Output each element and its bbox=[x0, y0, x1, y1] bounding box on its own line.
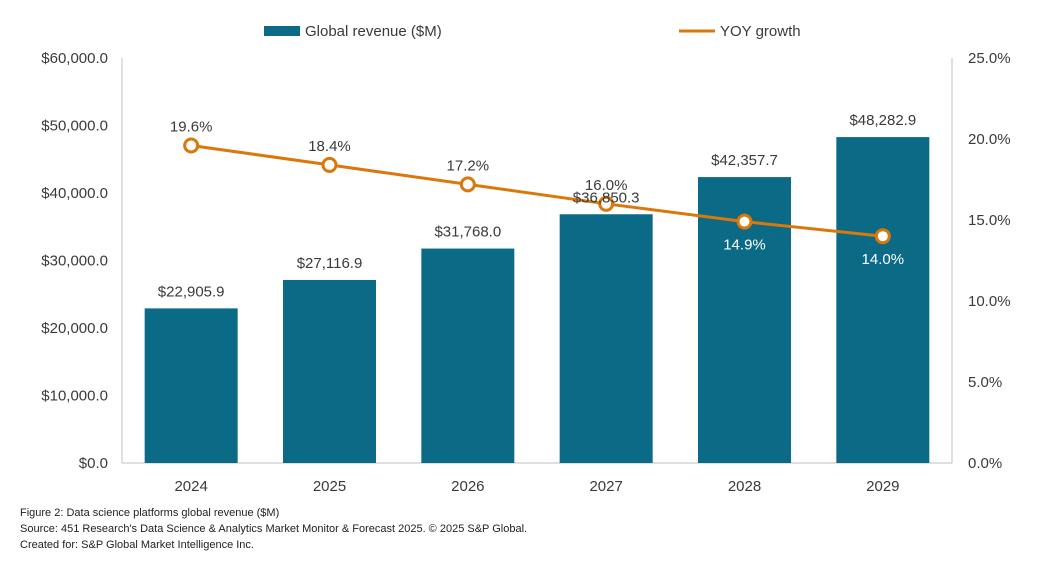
revenue-data-label: $42,357.7 bbox=[711, 152, 778, 169]
revenue-data-label: $22,905.9 bbox=[158, 283, 225, 300]
revenue-bar bbox=[559, 214, 653, 463]
growth-data-label: 18.4% bbox=[308, 138, 351, 155]
chart-legend: Global revenue ($M) YOY growth bbox=[264, 23, 801, 40]
y-tick-label-left: $10,000.0 bbox=[41, 388, 108, 405]
y-tick-label-right: 20.0% bbox=[968, 131, 1011, 148]
data-labels: $22,905.9 $27,116.9 $31,768.0 $36,850.3 $42,… bbox=[158, 112, 916, 300]
bar-series bbox=[144, 137, 930, 464]
growth-marker bbox=[183, 137, 200, 154]
combo-chart: Global revenue ($M) YOY growth $0.0 $10,00… bbox=[41, 23, 1010, 495]
growth-data-label: 14.9% bbox=[723, 237, 766, 254]
growth-marker bbox=[736, 213, 753, 230]
revenue-data-label: $27,116.9 bbox=[297, 255, 363, 272]
growth-marker bbox=[598, 195, 615, 212]
revenue-bar bbox=[144, 308, 238, 463]
y-tick-label-left: $50,000.0 bbox=[41, 118, 108, 135]
line-series bbox=[183, 137, 891, 245]
y-tick-label-right: 10.0% bbox=[968, 293, 1011, 310]
y-tick-label-right: 0.0% bbox=[968, 455, 1002, 472]
y-tick-label-left: $30,000.0 bbox=[41, 253, 108, 270]
growth-marker bbox=[321, 156, 338, 173]
chart-axes: $0.0 $10,000.0 $20,000.0 $30,000.0 $40,000.0… bbox=[41, 50, 1010, 495]
y-tick-label-right: 25.0% bbox=[968, 50, 1011, 67]
x-tick-label: 2025 bbox=[313, 478, 346, 495]
legend-label-growth: YOY growth bbox=[720, 23, 801, 40]
y-tick-label-left: $60,000.0 bbox=[41, 50, 108, 67]
x-tick-label: 2026 bbox=[451, 478, 484, 495]
figure-caption: Figure 2: Data science platforms global … bbox=[20, 507, 280, 519]
x-tick-label: 2028 bbox=[728, 478, 761, 495]
x-tick-label: 2024 bbox=[174, 478, 207, 495]
growth-marker bbox=[459, 176, 476, 193]
y-tick-label-left: $40,000.0 bbox=[41, 185, 108, 202]
legend-swatch-revenue bbox=[264, 26, 300, 36]
growth-line bbox=[190, 143, 883, 238]
revenue-bar bbox=[283, 279, 376, 463]
figure-created-for: Created for: S&P Global Market Intellige… bbox=[20, 539, 254, 551]
figure-footer: Figure 2: Data science platforms global … bbox=[20, 505, 527, 553]
legend-label-revenue: Global revenue ($M) bbox=[305, 23, 442, 40]
growth-marker bbox=[874, 228, 891, 245]
revenue-bar bbox=[421, 248, 515, 463]
y-tick-label-right: 15.0% bbox=[968, 212, 1011, 229]
revenue-data-label: $31,768.0 bbox=[434, 224, 501, 241]
growth-data-label: 14.0% bbox=[862, 251, 905, 268]
figure-source: Source: 451 Research's Data Science & An… bbox=[20, 523, 528, 535]
growth-data-label: 19.6% bbox=[170, 118, 213, 135]
y-tick-label-left: $20,000.0 bbox=[41, 320, 108, 337]
x-tick-label: 2029 bbox=[866, 478, 899, 495]
y-tick-label-left: $0.0 bbox=[79, 455, 108, 472]
growth-data-label: 17.2% bbox=[447, 157, 490, 174]
revenue-data-label: $36,850.3 bbox=[573, 189, 640, 206]
revenue-data-label: $48,282.9 bbox=[849, 112, 916, 129]
revenue-bar bbox=[836, 137, 930, 463]
growth-data-label: 16.0% bbox=[585, 177, 628, 194]
y-tick-label-right: 5.0% bbox=[968, 374, 1002, 391]
x-tick-label: 2027 bbox=[589, 478, 622, 495]
